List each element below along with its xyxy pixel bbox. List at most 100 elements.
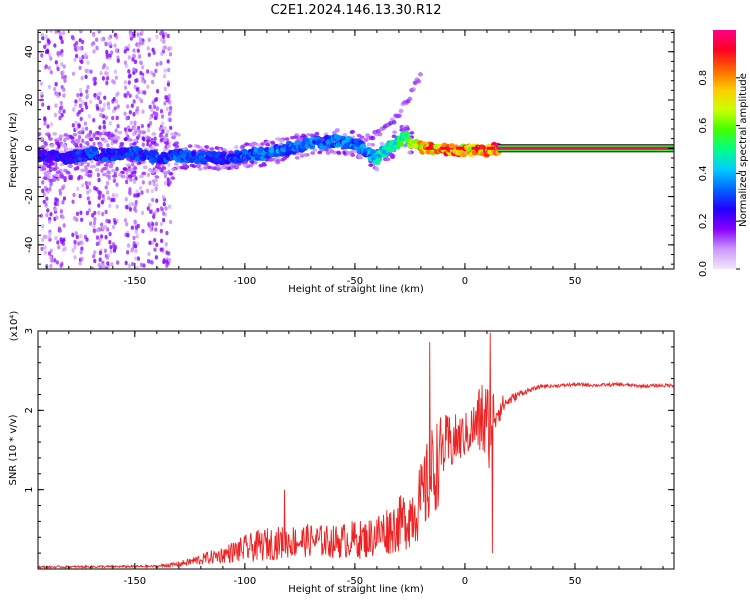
- spectrogram-speckle: [86, 60, 90, 65]
- spectrogram-speckle: [91, 213, 95, 218]
- spectrogram-halo: [103, 163, 109, 167]
- spectrogram-halo: [161, 166, 166, 170]
- spectrogram-speckle: [114, 244, 118, 250]
- spectrogram-speckle: [43, 185, 48, 191]
- spectrogram-branch-cell: [391, 120, 397, 125]
- spectrogram-speckle: [135, 87, 139, 92]
- spectrogram-halo: [312, 148, 318, 152]
- spectrogram-speckle: [79, 116, 83, 122]
- spectrogram-speckle: [40, 224, 45, 229]
- spectrogram-speckle: [138, 97, 142, 102]
- spectrogram-speckle: [115, 35, 119, 40]
- spectrogram-speckle: [74, 53, 79, 59]
- spectrogram-speckle: [55, 215, 59, 220]
- spectrogram-speckle: [163, 68, 167, 73]
- spectrogram-speckle: [81, 138, 85, 143]
- spectrogram-speckle: [49, 182, 53, 188]
- spectrogram-halo: [166, 144, 172, 149]
- spectrogram-speckle: [112, 248, 117, 253]
- spectrogram-speckle: [73, 57, 77, 63]
- spectrogram-speckle: [162, 211, 166, 216]
- spectrogram-halo: [45, 132, 50, 136]
- spectrogram-speckle: [87, 208, 92, 213]
- spectrogram-speckle: [131, 31, 135, 36]
- spectrogram-speckle: [133, 59, 138, 65]
- spectrogram-halo: [106, 170, 112, 175]
- spectrogram-speckle: [106, 101, 110, 107]
- spectrogram-speckle: [131, 162, 135, 167]
- spectrogram-halo: [153, 178, 159, 183]
- spectrogram-speckle: [99, 70, 103, 76]
- spectrogram-speckle: [86, 190, 90, 195]
- spectrogram-halo: [174, 141, 179, 145]
- spectrogram-cell: [40, 149, 48, 155]
- spectrogram-halo: [240, 144, 246, 149]
- y-tick-label: -40: [24, 237, 35, 253]
- spectrogram-speckle: [47, 84, 52, 90]
- spectrogram-halo: [97, 131, 103, 136]
- spectrogram-halo: [92, 132, 97, 137]
- spectrogram-halo: [195, 144, 201, 149]
- spectrogram-speckle: [86, 162, 90, 167]
- spectrogram-speckle: [164, 242, 168, 247]
- spectrogram-speckle: [80, 240, 84, 246]
- spectrogram-speckle: [123, 127, 128, 132]
- spectrogram-halo: [170, 176, 176, 180]
- spectrogram-speckle: [63, 246, 67, 251]
- spectrogram-speckle: [113, 106, 117, 111]
- spectrogram-speckle: [150, 188, 154, 194]
- spectrogram-halo: [55, 141, 60, 146]
- spectrogram-speckle: [162, 217, 166, 223]
- spectrogram-speckle: [112, 96, 116, 102]
- spectrogram-halo: [268, 157, 273, 162]
- spectrogram-speckle: [153, 247, 157, 252]
- spectrogram-speckle: [116, 104, 120, 109]
- spectrogram-speckle: [147, 251, 151, 257]
- spectrogram-halo: [118, 144, 124, 149]
- spectrogram-speckle: [104, 41, 108, 47]
- spectrogram-speckle: [59, 237, 63, 242]
- spectrogram-cell: [342, 144, 350, 150]
- spectrogram-halo: [120, 174, 126, 179]
- spectrogram-speckle: [147, 52, 151, 57]
- spectrogram-speckle: [113, 69, 117, 74]
- spectrogram-speckle: [84, 68, 88, 74]
- spectrogram-speckle: [141, 40, 145, 46]
- spectrogram-speckle: [39, 213, 43, 218]
- spectrogram-speckle: [92, 49, 96, 54]
- spectrogram-speckle: [96, 95, 101, 101]
- spectrogram-halo: [385, 157, 391, 161]
- spectrogram-speckle: [61, 214, 65, 220]
- spectrogram-speckle: [150, 79, 155, 85]
- spectrogram-halo: [156, 164, 161, 168]
- spectrogram-panel: -150 -100 -50 0 50 -40 -20 0 20 40 Height of str…: [8, 29, 675, 295]
- spectrogram-speckle: [132, 67, 136, 72]
- spectrogram-speckle: [125, 115, 129, 121]
- spectrogram-speckle: [100, 222, 104, 227]
- spectrogram-speckle: [101, 193, 105, 199]
- spectrogram-speckle: [72, 216, 76, 221]
- spectrogram-speckle: [84, 52, 88, 57]
- spectrogram-speckle: [140, 190, 144, 195]
- spectrogram-speckle: [79, 175, 84, 180]
- spectrogram-speckle: [58, 50, 63, 56]
- spectrogram-speckle: [124, 260, 128, 266]
- spectrogram-speckle: [155, 61, 159, 67]
- spectrogram-speckle: [80, 30, 84, 33]
- spectrogram-speckle: [108, 240, 112, 245]
- spectrogram-speckle: [140, 30, 145, 34]
- spectrogram-halo: [179, 165, 185, 170]
- spectrogram-speckle: [154, 255, 158, 260]
- spectrogram-halo: [84, 134, 90, 139]
- spectrogram-speckle: [129, 177, 133, 182]
- spectrogram-speckle: [168, 117, 172, 123]
- spectrogram-speckle: [43, 245, 47, 250]
- spectrogram-speckle: [114, 128, 118, 133]
- spectrogram-speckle: [92, 141, 96, 147]
- spectrogram-halo: [102, 172, 107, 177]
- spectrogram-halo: [260, 142, 265, 146]
- spectrogram-speckle: [81, 100, 85, 105]
- spectrogram-speckle: [113, 220, 117, 225]
- spectrogram-speckle: [168, 204, 172, 209]
- spectrogram-speckle: [92, 224, 96, 229]
